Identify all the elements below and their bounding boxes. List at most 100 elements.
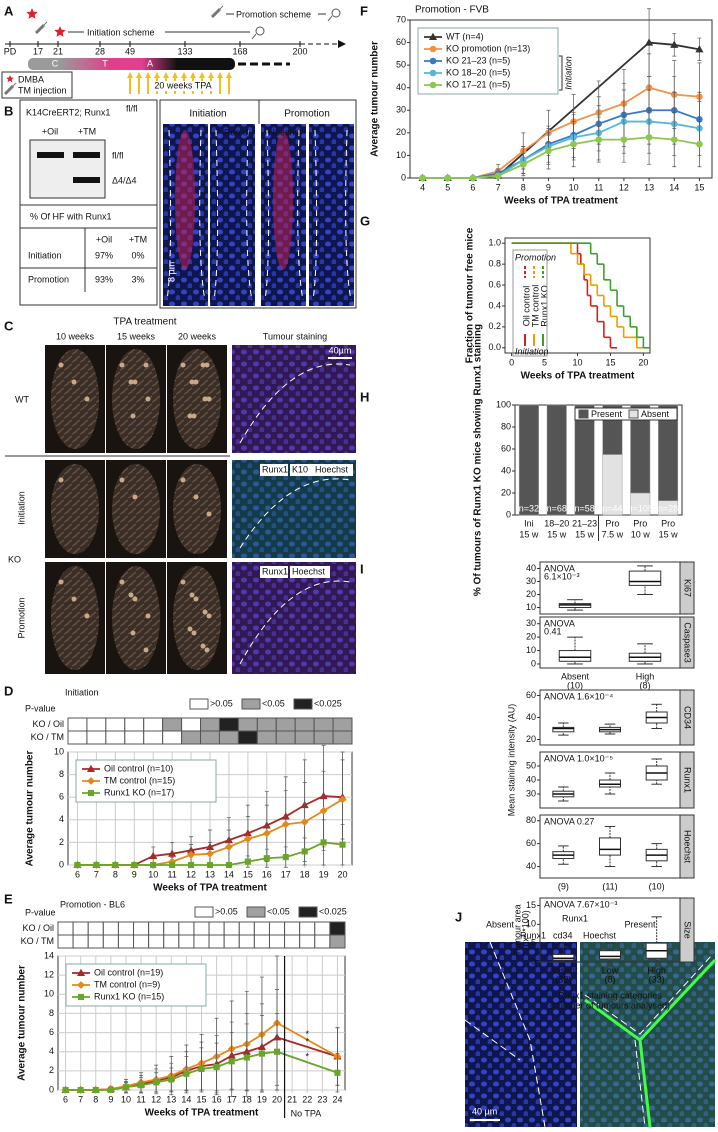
legend-label: KO 18–20 (n=5) xyxy=(446,67,510,77)
x-axis-label: (number of tumours analysed) xyxy=(550,1000,670,1010)
scale-bar-label: 40 µm xyxy=(472,1106,497,1116)
image-header: Absent xyxy=(486,919,515,929)
heatmap-cell xyxy=(117,921,135,936)
table-cell: 3% xyxy=(131,274,144,284)
heatmap-cell xyxy=(253,934,270,949)
legend-label: Oil control xyxy=(521,286,531,327)
y-tick-label: 70 xyxy=(396,14,406,24)
x-tick-label: 4 xyxy=(420,182,425,192)
marker xyxy=(169,861,176,869)
tumour xyxy=(119,362,125,368)
facet-strip xyxy=(679,897,695,963)
x-tick-label: Pro xyxy=(605,518,619,528)
series-line xyxy=(422,120,700,179)
label-bg xyxy=(260,464,288,476)
marker xyxy=(429,57,437,65)
x-tick-label: 11 xyxy=(167,869,176,879)
heatmap-cell xyxy=(178,934,195,949)
count-label: (8) xyxy=(605,974,616,984)
heatmap-cell xyxy=(87,921,104,936)
x-tick-label: Pro xyxy=(633,518,647,528)
stain-label: Hoechst xyxy=(292,566,326,576)
band-label: fl/fl xyxy=(112,150,124,160)
x-tick-label: 17 xyxy=(227,1094,237,1104)
y-tick-label: 6 xyxy=(49,1027,54,1037)
x-tick-sublabel: 15 w xyxy=(519,529,539,539)
marker xyxy=(131,861,138,869)
bar-segment xyxy=(574,404,595,516)
y-tick-label: 14 xyxy=(44,950,54,960)
tpa-arrowhead xyxy=(226,72,232,78)
x-tick-label: 24 xyxy=(332,1094,342,1104)
y-axis-label: (px² *100) xyxy=(520,910,530,950)
y-tick-label: 40 xyxy=(526,563,536,573)
legend-swatch xyxy=(293,698,313,710)
marker xyxy=(670,136,678,143)
facet-strip xyxy=(679,561,695,615)
tumour-outline xyxy=(584,954,713,1128)
heatmap-cell xyxy=(256,717,277,732)
x-tick-label: 6 xyxy=(75,869,80,879)
legend-box xyxy=(574,407,678,421)
panel-letter: J xyxy=(455,909,462,924)
plot-frame xyxy=(409,19,713,179)
marker xyxy=(150,861,157,869)
legend-label: KO 21–23 (n=5) xyxy=(446,55,510,65)
panel-letter: H xyxy=(360,389,369,404)
heatmap-cell xyxy=(208,921,225,936)
chart-title: Promotion - FVB xyxy=(415,5,489,16)
x-tick-label: 14 xyxy=(669,182,679,192)
heatmap-cell xyxy=(133,934,150,949)
marker xyxy=(112,861,119,869)
y-axis-label: Tumour area xyxy=(512,904,522,955)
heatmap-cell xyxy=(294,717,315,732)
tpa-arrowhead xyxy=(181,72,187,78)
x-tick-label: 8 xyxy=(113,869,118,879)
tumour xyxy=(189,379,195,385)
tumour xyxy=(58,477,64,483)
x-tick-label: 7 xyxy=(496,182,501,192)
label-bg xyxy=(260,566,288,578)
tumour xyxy=(71,596,77,602)
tpa-arrowhead xyxy=(199,72,205,78)
marker xyxy=(334,1069,341,1076)
heatmap-cell xyxy=(238,921,255,936)
x-tick-label: 13 xyxy=(644,182,654,192)
gel-band xyxy=(73,177,100,183)
facet-strip xyxy=(679,814,695,879)
syringe-needle xyxy=(43,21,48,26)
y-tick-label: 60 xyxy=(396,37,406,47)
series-line xyxy=(422,86,700,179)
n-label: n=32 xyxy=(519,503,539,513)
tumour xyxy=(206,396,212,402)
x-tick-label: 10 xyxy=(121,1094,131,1104)
marker xyxy=(122,1084,130,1091)
significance-star: * xyxy=(305,1036,309,1046)
marker xyxy=(183,1070,190,1077)
y-tick-label: 20 xyxy=(526,589,536,599)
label-bg xyxy=(313,464,353,476)
heatmap-cell xyxy=(87,934,104,949)
y-tick-label: 4 xyxy=(59,814,64,824)
heatmap-cell xyxy=(193,934,210,949)
x-tick-label: Pro xyxy=(661,518,675,528)
marker xyxy=(187,850,195,859)
tumour xyxy=(132,494,138,500)
syringe xyxy=(210,7,222,19)
mouse-back xyxy=(112,349,160,449)
annotation: ANOVA 1.6×10⁻⁴ xyxy=(544,691,613,701)
marker xyxy=(444,174,452,182)
x-tick-label: 19 xyxy=(257,1094,267,1104)
table-header: +Oil xyxy=(96,234,112,244)
heatmap-cell xyxy=(178,921,195,936)
panel-letter: E xyxy=(4,891,13,906)
y-tick-label: 10 xyxy=(526,602,536,612)
y-axis-label: Fraction of tumour free mice xyxy=(465,227,476,363)
magnifier xyxy=(255,26,265,36)
label-bg xyxy=(290,566,330,578)
tumour xyxy=(180,477,186,483)
tumour-outline xyxy=(239,478,351,549)
count-label: (9) xyxy=(558,881,569,891)
tpa-label: 20 weeks TPA xyxy=(154,80,211,90)
